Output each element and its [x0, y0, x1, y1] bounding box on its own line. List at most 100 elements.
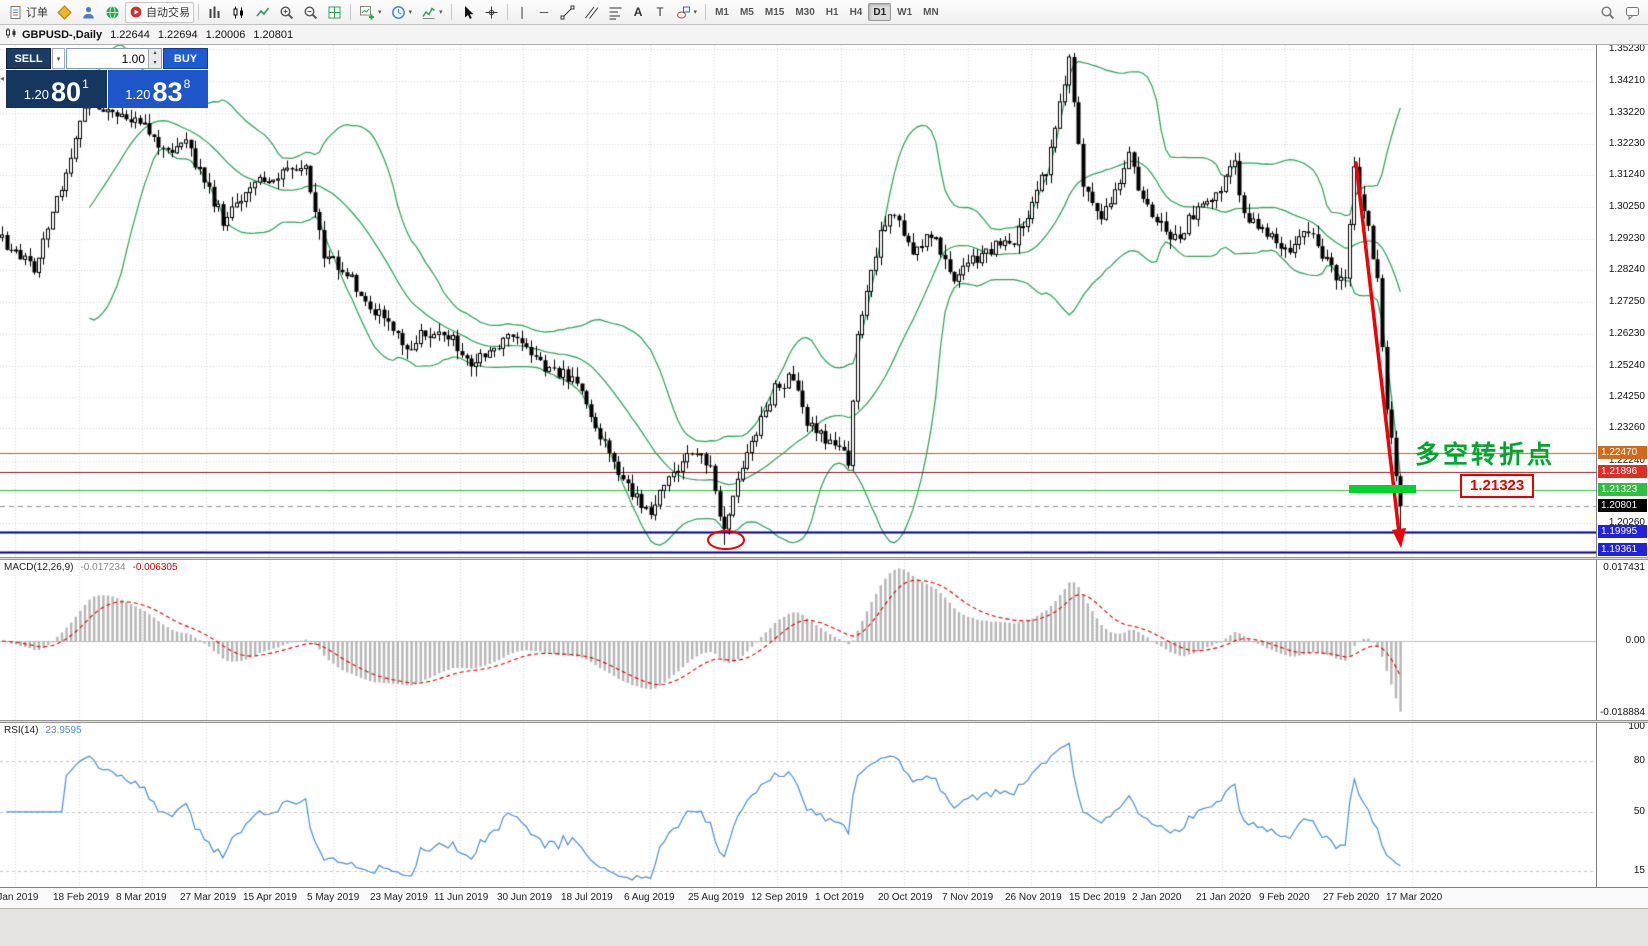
new-order-button[interactable]: 订单: [4, 2, 52, 23]
trendline-tool[interactable]: [556, 2, 579, 23]
candlestick-chart-button[interactable]: [227, 2, 250, 23]
volume-input[interactable]: [67, 49, 148, 68]
vertical-line-icon: ❘: [517, 5, 528, 19]
macd-axis-tick: 0.00: [1625, 634, 1645, 646]
macd-canvas[interactable]: [0, 560, 1596, 720]
cursor-button[interactable]: [456, 2, 479, 23]
price-axis-badge: 1.21323: [1598, 482, 1647, 496]
timeframe-d1[interactable]: D1: [868, 3, 892, 21]
toolbar-separator: [705, 4, 707, 20]
timeframe-m5[interactable]: M5: [739, 7, 754, 18]
turning-point-text[interactable]: 多空转折点: [1415, 441, 1556, 469]
buy-price-display[interactable]: 1.20 83 8: [107, 70, 208, 108]
macd-value: -0.017234: [80, 562, 126, 573]
channel-tool[interactable]: [580, 2, 603, 23]
price-axis[interactable]: 1.35230 1.34210 1.33220 1.32230 1.31240 1.302…: [1596, 45, 1648, 557]
label-tool[interactable]: T: [650, 2, 671, 23]
chart-area: 多空转折点 1.21323 ◂ SELL ▾ ▴ ▾: [0, 45, 1648, 908]
price-axis-tick: 1.26230: [1608, 328, 1645, 340]
new-order-label: 订单: [26, 7, 48, 19]
globe-icon: [105, 5, 120, 20]
shapes-tool[interactable]: ▾: [672, 2, 702, 23]
date-axis-label: 15 Dec 2019: [1069, 892, 1126, 903]
text-tool[interactable]: A: [628, 2, 649, 23]
price-level-label[interactable]: 1.21323: [1460, 474, 1535, 498]
panel-splitter[interactable]: [0, 720, 1648, 723]
timeframe-m30[interactable]: M30: [795, 7, 815, 18]
timeframe-m1[interactable]: M1: [715, 7, 729, 18]
rsi-axis-tick: 100: [1628, 723, 1645, 732]
volume-up-icon[interactable]: ▴: [149, 49, 161, 59]
price-axis-tick: 1.27250: [1608, 295, 1645, 307]
date-axis-label: 21 Jan 2020: [1196, 892, 1252, 903]
macd-axis[interactable]: 0.017431 0.00 -0.018884: [1596, 560, 1648, 720]
price-axis-tick: 1.34210: [1608, 75, 1645, 87]
navigator-button[interactable]: [77, 2, 100, 23]
timeframe-mn[interactable]: MN: [923, 7, 939, 18]
community-button[interactable]: [101, 2, 124, 23]
zoom-out-icon: [303, 5, 318, 20]
candlestick-chart-icon: [231, 5, 246, 20]
support-highlight-bar[interactable]: [1349, 485, 1416, 493]
main-plot[interactable]: 多空转折点 1.21323 ◂ SELL ▾ ▴ ▾: [0, 45, 1596, 557]
indicators-button[interactable]: ▾: [417, 2, 447, 23]
crosshair-icon: [484, 5, 499, 20]
sell-price-big: 80: [51, 77, 82, 107]
zoom-in-button[interactable]: [275, 2, 298, 23]
buy-price-small: 1.20: [125, 87, 151, 102]
fibonacci-icon: [608, 5, 623, 20]
sell-price-display[interactable]: 1.20 80 1: [6, 70, 107, 108]
volume-input-group: ▴ ▾: [66, 48, 162, 69]
cursor-icon: [460, 5, 475, 20]
rsi-value: 23.9595: [45, 725, 82, 736]
crosshair-button[interactable]: [480, 2, 503, 23]
new-chart-button[interactable]: ▾: [355, 2, 386, 23]
timeframe-w1[interactable]: W1: [897, 7, 913, 18]
timeframe-h1[interactable]: H1: [825, 7, 839, 18]
horizontal-line-tool[interactable]: ─: [534, 2, 555, 23]
price-axis-badge: 1.19995: [1598, 524, 1647, 538]
navigator-person-icon: [81, 5, 96, 20]
price-axis-tick: 1.25240: [1608, 359, 1645, 371]
profiles-button[interactable]: ▾: [387, 2, 417, 23]
rsi-axis[interactable]: 100 80 50 15: [1596, 723, 1648, 887]
date-axis-label: 18 Feb 2019: [53, 892, 110, 903]
macd-plot[interactable]: MACD(12,26,9) -0.017234 -0.006305: [0, 560, 1596, 720]
rsi-name: RSI(14): [4, 725, 39, 736]
buy-button[interactable]: BUY: [163, 48, 208, 69]
rsi-canvas[interactable]: [0, 723, 1596, 887]
autotrading-button[interactable]: 自动交易: [125, 1, 194, 23]
zoom-out-button[interactable]: [299, 2, 322, 23]
date-axis-label: 20 Oct 2019: [878, 892, 933, 903]
order-type-dropdown[interactable]: ▾: [52, 48, 65, 69]
rsi-plot[interactable]: RSI(14) 23.9595: [0, 723, 1596, 887]
volume-down-icon[interactable]: ▾: [149, 58, 161, 68]
market-watch-button[interactable]: [53, 2, 76, 23]
tile-windows-button[interactable]: [323, 2, 346, 23]
rsi-panel: RSI(14) 23.9595 100 80 50 15: [0, 723, 1648, 887]
vertical-line-tool[interactable]: ❘: [512, 2, 533, 23]
ohlc-open: 1.22644: [110, 28, 150, 41]
bar-chart-icon: [207, 5, 222, 20]
line-chart-icon: [255, 5, 270, 20]
price-axis-badge: 1.20801: [1598, 499, 1647, 513]
price-axis-tick: 1.28240: [1608, 264, 1645, 276]
line-chart-button[interactable]: [251, 2, 274, 23]
tile-windows-icon: [327, 5, 342, 20]
timeframe-h4[interactable]: H4: [849, 7, 863, 18]
chat-button[interactable]: [1621, 2, 1644, 23]
search-button[interactable]: [1596, 2, 1619, 23]
collapse-trade-panel-arrow[interactable]: ◂: [0, 74, 5, 83]
panel-splitter[interactable]: [0, 557, 1648, 560]
price-axis-tick: 1.22240: [1608, 454, 1645, 466]
rsi-header: RSI(14) 23.9595: [4, 725, 82, 736]
price-chart-canvas[interactable]: [0, 45, 1596, 557]
time-axis[interactable]: 9 Jan 2019 18 Feb 2019 8 Mar 2019 27 Mar 20…: [0, 887, 1648, 908]
fibonacci-tool[interactable]: [604, 2, 627, 23]
buy-price-sup: 8: [183, 77, 191, 91]
price-axis-tick: 1.20260: [1608, 517, 1645, 529]
timeframe-m15[interactable]: M15: [764, 7, 785, 18]
main-chart-panel: 多空转折点 1.21323 ◂ SELL ▾ ▴ ▾: [0, 45, 1648, 557]
sell-button[interactable]: SELL: [6, 48, 51, 69]
bar-chart-button[interactable]: [203, 2, 226, 23]
